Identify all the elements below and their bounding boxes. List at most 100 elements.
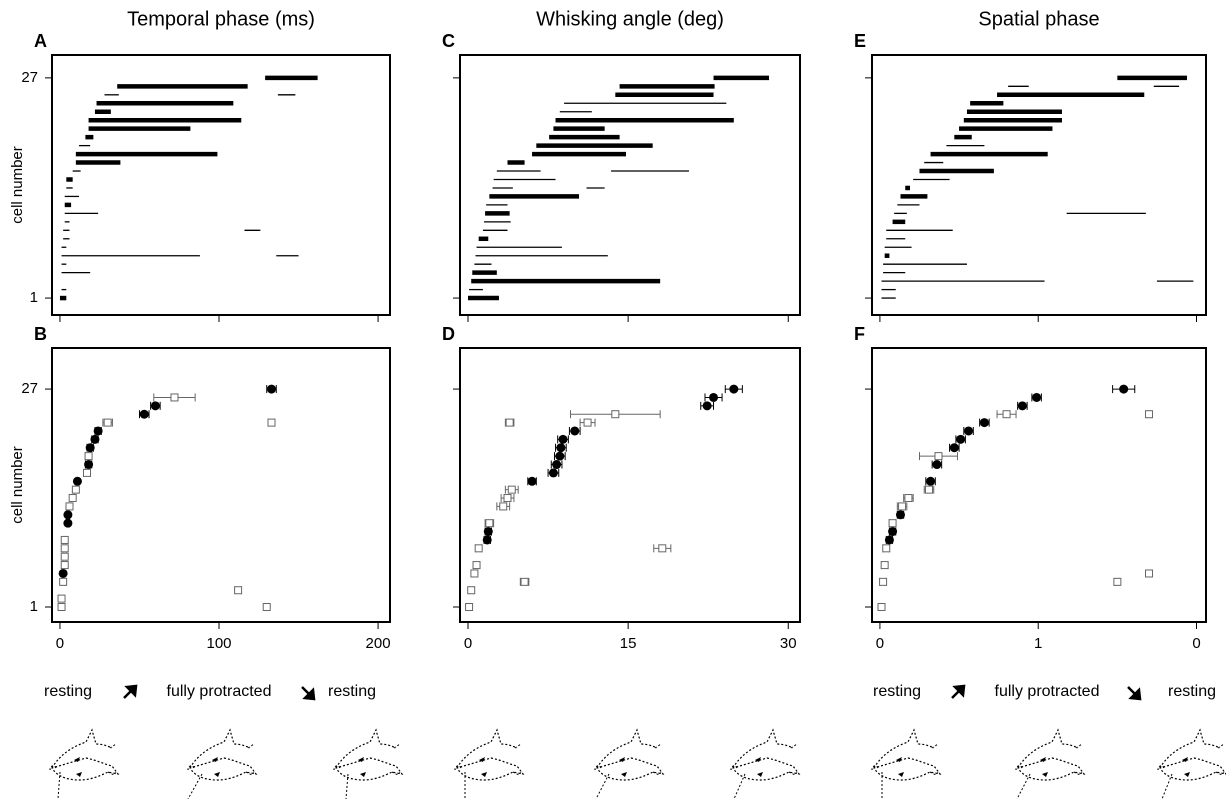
- panel-letter: E: [854, 31, 866, 51]
- phase-label: resting: [1168, 683, 1216, 700]
- point: [949, 443, 959, 453]
- point: [932, 460, 942, 470]
- plot-frame: [51, 347, 391, 623]
- x-tick-label: 100: [206, 635, 231, 652]
- point: [103, 418, 112, 427]
- y-tick-label: 1: [30, 289, 38, 306]
- point: [658, 544, 667, 553]
- point: [63, 518, 73, 528]
- column-title: Spatial phase: [978, 8, 1099, 30]
- plot-frame: [871, 347, 1207, 623]
- point: [552, 460, 562, 470]
- panel-letter: C: [442, 31, 455, 51]
- point: [1002, 410, 1011, 419]
- point: [90, 434, 100, 444]
- phase-arrows: [123, 684, 1142, 701]
- x-tick-label: 0: [876, 635, 884, 652]
- point: [482, 535, 492, 545]
- y-tick-label: 27: [21, 380, 38, 397]
- point: [470, 569, 479, 578]
- point: [60, 552, 69, 561]
- x-tick-label: 0: [56, 635, 64, 652]
- phase-label: resting: [328, 683, 376, 700]
- panel-letter: F: [854, 324, 865, 344]
- point: [570, 426, 580, 436]
- point: [884, 535, 894, 545]
- point: [82, 468, 91, 477]
- y-axis-label: cell number: [9, 146, 26, 224]
- point: [507, 485, 516, 494]
- point: [65, 502, 74, 511]
- x-tick-label: 15: [620, 635, 637, 652]
- phase-label: resting: [44, 683, 92, 700]
- point: [880, 561, 889, 570]
- x-tick-label: 200: [366, 635, 391, 652]
- point: [555, 451, 565, 461]
- point: [904, 494, 913, 503]
- point: [558, 434, 568, 444]
- point: [1145, 410, 1154, 419]
- point: [57, 602, 66, 611]
- point: [85, 443, 95, 453]
- point: [503, 494, 512, 503]
- point: [888, 519, 897, 528]
- panel: Whisking angle (deg) C: [442, 8, 801, 322]
- column-title: Whisking angle (deg): [536, 8, 724, 30]
- point: [63, 510, 73, 520]
- x-tick-label: 0: [464, 635, 472, 652]
- panel: F 0 1 0: [854, 324, 1207, 652]
- phase-label: fully protracted: [995, 683, 1100, 700]
- point: [267, 418, 276, 427]
- point: [702, 401, 712, 411]
- point: [956, 434, 966, 444]
- panel-letter: A: [34, 31, 47, 51]
- y-tick-label: 1: [30, 598, 38, 615]
- point: [934, 452, 943, 461]
- point: [505, 418, 514, 427]
- point: [267, 384, 277, 394]
- panel-letter: B: [34, 324, 47, 344]
- rat-icons: [49, 729, 1226, 799]
- point: [556, 443, 566, 453]
- x-tick-label: 30: [780, 635, 797, 652]
- point: [84, 452, 93, 461]
- point: [1113, 577, 1122, 586]
- plot-frame: [871, 54, 1207, 316]
- y-axis-label: cell number: [9, 446, 26, 524]
- plot-frame: [459, 347, 801, 623]
- point: [71, 485, 80, 494]
- point: [1017, 401, 1027, 411]
- point: [877, 602, 886, 611]
- point: [474, 544, 483, 553]
- panel: D 0 15 30: [442, 324, 801, 652]
- plot-frame: [459, 54, 801, 316]
- point: [729, 384, 739, 394]
- point: [979, 418, 989, 428]
- point: [882, 544, 891, 553]
- point: [1119, 384, 1129, 394]
- point: [926, 476, 936, 486]
- phase-label: resting: [873, 683, 921, 700]
- point: [467, 586, 476, 595]
- point: [472, 561, 481, 570]
- point: [84, 460, 94, 470]
- x-tick-label: 0: [1192, 635, 1200, 652]
- point: [150, 401, 160, 411]
- point: [60, 561, 69, 570]
- point: [93, 426, 103, 436]
- point: [499, 502, 508, 511]
- point: [68, 494, 77, 503]
- point: [583, 418, 592, 427]
- point: [548, 468, 558, 478]
- point: [527, 476, 537, 486]
- point: [1145, 569, 1154, 578]
- panel-letter: D: [442, 324, 455, 344]
- point: [964, 426, 974, 436]
- point: [888, 527, 898, 537]
- point: [879, 577, 888, 586]
- point: [485, 519, 494, 528]
- column-title: Temporal phase (ms): [127, 8, 315, 30]
